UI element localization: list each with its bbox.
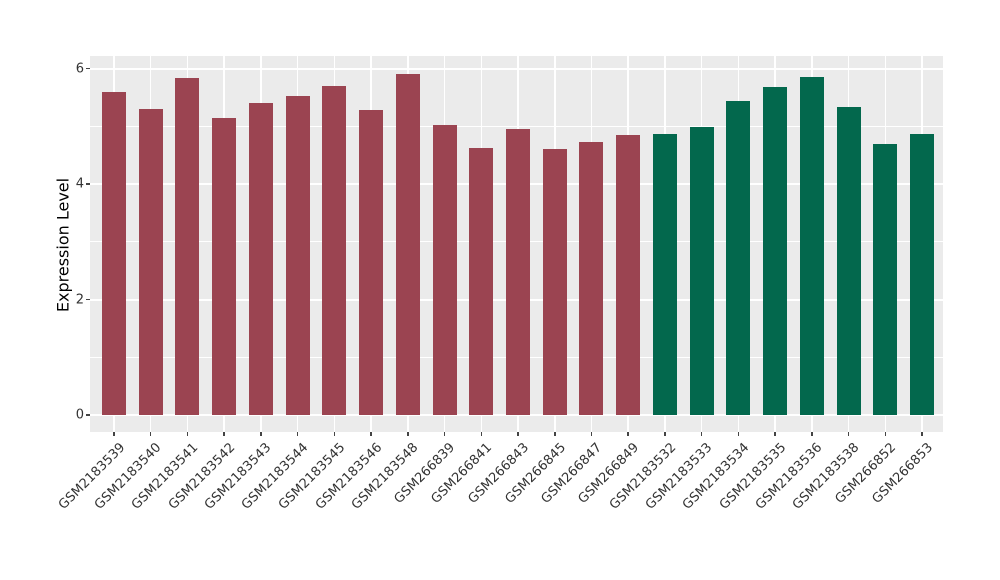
bar bbox=[175, 77, 200, 415]
bar bbox=[763, 86, 788, 415]
y-tick-mark bbox=[86, 414, 90, 416]
x-tick-mark bbox=[370, 432, 372, 436]
bar bbox=[212, 118, 237, 415]
y-tick-label: 0 bbox=[75, 407, 84, 423]
bar bbox=[726, 101, 751, 415]
x-tick-mark bbox=[113, 432, 115, 436]
bar bbox=[285, 95, 310, 415]
x-tick-mark bbox=[664, 432, 666, 436]
bar bbox=[579, 141, 604, 415]
x-tick-mark bbox=[700, 432, 703, 436]
x-tick-mark bbox=[774, 432, 776, 436]
x-tick-mark bbox=[554, 432, 556, 436]
x-tick-mark bbox=[223, 432, 225, 436]
bar bbox=[432, 124, 457, 415]
x-tick-mark bbox=[260, 432, 262, 436]
x-tick-mark bbox=[149, 432, 152, 436]
bar bbox=[138, 108, 163, 415]
x-tick-mark bbox=[847, 432, 850, 436]
x-tick-mark bbox=[407, 432, 409, 436]
bar bbox=[469, 148, 494, 415]
x-tick-mark bbox=[590, 432, 593, 436]
bar bbox=[652, 133, 677, 415]
minor-gridline bbox=[90, 125, 943, 127]
y-axis-tick-labels: 0 2 4 6 bbox=[0, 0, 84, 580]
x-tick-mark bbox=[186, 432, 189, 436]
y-tick-mark bbox=[86, 183, 90, 185]
bar bbox=[359, 109, 384, 415]
plot-panel bbox=[90, 56, 943, 432]
x-tick-mark bbox=[333, 432, 336, 436]
major-gridline bbox=[90, 414, 943, 416]
bar bbox=[102, 91, 126, 415]
y-tick-mark bbox=[86, 298, 90, 301]
x-tick-mark bbox=[443, 432, 446, 436]
x-tick-mark bbox=[921, 432, 923, 436]
x-tick-mark bbox=[884, 432, 887, 436]
bar bbox=[910, 134, 935, 415]
x-tick-mark bbox=[480, 432, 483, 436]
bar bbox=[542, 149, 567, 415]
bar bbox=[506, 129, 531, 415]
x-tick-mark bbox=[737, 432, 740, 436]
y-tick-label: 2 bbox=[75, 292, 84, 307]
bar bbox=[395, 74, 420, 415]
bar bbox=[689, 126, 714, 415]
y-tick-mark bbox=[86, 67, 90, 70]
x-tick-mark bbox=[627, 432, 629, 436]
bar bbox=[799, 76, 824, 415]
bar bbox=[873, 144, 898, 415]
y-tick-label: 4 bbox=[75, 176, 84, 192]
x-tick-mark bbox=[296, 432, 299, 436]
bar bbox=[248, 102, 273, 415]
y-tick-label: 6 bbox=[75, 61, 84, 76]
bar bbox=[836, 107, 861, 415]
major-gridline bbox=[90, 67, 943, 70]
x-tick-mark bbox=[517, 432, 519, 436]
x-tick-mark bbox=[811, 432, 813, 436]
bar bbox=[616, 134, 641, 415]
bar bbox=[322, 85, 347, 415]
